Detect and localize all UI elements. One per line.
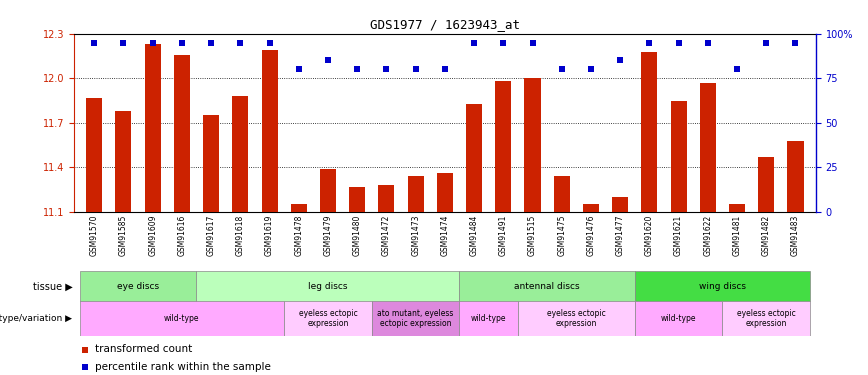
Text: percentile rank within the sample: percentile rank within the sample	[95, 362, 271, 372]
FancyBboxPatch shape	[196, 271, 459, 302]
FancyBboxPatch shape	[80, 301, 284, 336]
Text: GSM91475: GSM91475	[557, 215, 566, 256]
Text: GSM91491: GSM91491	[499, 215, 508, 256]
Text: wing discs: wing discs	[699, 282, 746, 291]
Bar	[233, 96, 248, 212]
Bar	[583, 204, 599, 212]
Text: eyeless ectopic
expression: eyeless ectopic expression	[547, 309, 606, 328]
Bar	[759, 157, 774, 212]
FancyBboxPatch shape	[518, 301, 635, 336]
Bar	[86, 98, 102, 212]
Bar	[408, 176, 424, 212]
Text: GSM91484: GSM91484	[470, 215, 478, 256]
Bar	[729, 204, 745, 212]
Bar	[787, 141, 804, 212]
Text: GSM91585: GSM91585	[119, 215, 128, 256]
FancyBboxPatch shape	[284, 301, 372, 336]
Bar	[700, 83, 716, 212]
Text: GSM91480: GSM91480	[352, 215, 362, 256]
Text: antennal discs: antennal discs	[515, 282, 580, 291]
Bar	[496, 81, 511, 212]
Text: GSM91622: GSM91622	[703, 215, 713, 256]
FancyBboxPatch shape	[372, 301, 459, 336]
Bar	[203, 116, 219, 212]
Title: GDS1977 / 1623943_at: GDS1977 / 1623943_at	[370, 18, 520, 31]
Bar	[378, 185, 394, 212]
Bar	[612, 197, 628, 212]
Text: wild-type: wild-type	[471, 314, 506, 323]
Text: GSM91474: GSM91474	[440, 215, 450, 256]
Text: GSM91619: GSM91619	[265, 215, 274, 256]
Text: GSM91617: GSM91617	[207, 215, 215, 256]
Text: tissue ▶: tissue ▶	[33, 282, 72, 291]
Text: GSM91477: GSM91477	[615, 215, 625, 256]
FancyBboxPatch shape	[459, 271, 635, 302]
FancyBboxPatch shape	[722, 301, 810, 336]
Bar	[554, 176, 569, 212]
Text: eyeless ectopic
expression: eyeless ectopic expression	[299, 309, 358, 328]
Bar	[320, 169, 336, 212]
Text: GSM91570: GSM91570	[89, 215, 99, 256]
Text: GSM91621: GSM91621	[674, 215, 683, 256]
Bar	[349, 187, 365, 212]
Bar	[115, 111, 131, 212]
FancyBboxPatch shape	[635, 301, 722, 336]
Text: GSM91481: GSM91481	[733, 215, 741, 256]
Bar	[524, 78, 541, 212]
Text: GSM91476: GSM91476	[587, 215, 595, 256]
Text: GSM91473: GSM91473	[411, 215, 420, 256]
Bar	[174, 54, 190, 212]
Text: wild-type: wild-type	[164, 314, 200, 323]
Text: GSM91483: GSM91483	[791, 215, 800, 256]
Bar	[261, 50, 278, 212]
Text: GSM91609: GSM91609	[148, 215, 157, 256]
Bar	[671, 100, 687, 212]
Text: GSM91620: GSM91620	[645, 215, 654, 256]
Text: eye discs: eye discs	[117, 282, 159, 291]
Text: GSM91482: GSM91482	[762, 215, 771, 256]
Text: ato mutant, eyeless
ectopic expression: ato mutant, eyeless ectopic expression	[378, 309, 454, 328]
Text: wild-type: wild-type	[661, 314, 696, 323]
Text: GSM91478: GSM91478	[294, 215, 303, 256]
Text: GSM91618: GSM91618	[236, 215, 245, 256]
Text: leg discs: leg discs	[308, 282, 348, 291]
Bar	[641, 52, 657, 212]
FancyBboxPatch shape	[635, 271, 810, 302]
Text: GSM91515: GSM91515	[528, 215, 537, 256]
Bar	[466, 104, 482, 212]
Bar	[291, 204, 306, 212]
Bar	[145, 44, 161, 212]
Text: eyeless ectopic
expression: eyeless ectopic expression	[737, 309, 796, 328]
Text: genotype/variation ▶: genotype/variation ▶	[0, 314, 72, 323]
Bar	[437, 173, 453, 212]
Text: GSM91479: GSM91479	[324, 215, 332, 256]
Text: GSM91472: GSM91472	[382, 215, 391, 256]
Text: GSM91616: GSM91616	[177, 215, 187, 256]
FancyBboxPatch shape	[459, 301, 518, 336]
Text: transformed count: transformed count	[95, 345, 192, 354]
FancyBboxPatch shape	[80, 271, 196, 302]
